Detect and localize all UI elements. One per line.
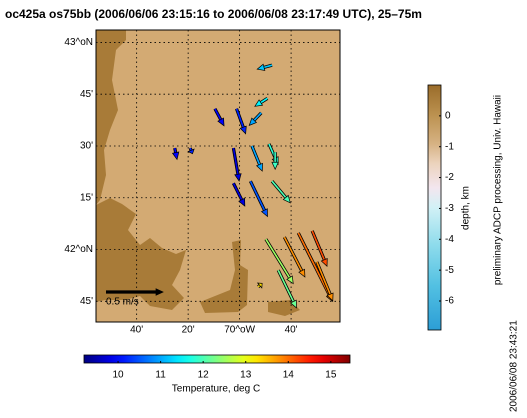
arrow-shaft <box>214 108 222 120</box>
depth-colorbar <box>427 84 442 331</box>
lon-tick-label: 70^oW <box>224 325 255 336</box>
colorbar-tick-label: 11 <box>155 370 166 381</box>
colorbar-tick-label: -3 <box>445 203 454 214</box>
lon-tick-label: 20' <box>182 325 195 336</box>
lat-tick-label: 30' <box>80 141 93 152</box>
arrow-head <box>238 197 246 207</box>
velocity-arrow <box>248 111 263 126</box>
velocity-arrow <box>256 282 263 289</box>
velocity-arrow <box>254 96 269 107</box>
arrow-head <box>217 117 225 127</box>
lon-tick-label: 40' <box>285 325 298 336</box>
arrow-shaft <box>297 232 331 296</box>
velocity-arrow <box>282 236 306 278</box>
arrow-head <box>171 151 180 161</box>
arrow-head <box>234 173 242 182</box>
arrow-head <box>271 161 279 171</box>
arrow-shaft <box>277 269 295 302</box>
arrow-head <box>239 125 247 135</box>
arrow-head <box>260 208 268 218</box>
velocity-arrow <box>310 230 328 267</box>
arrow-shaft <box>232 147 239 175</box>
grid <box>96 30 340 322</box>
colorbar-tick-label: -4 <box>445 234 454 245</box>
arrow-shaft <box>249 180 266 211</box>
temperature-label: Temperature, deg C <box>172 384 260 395</box>
arrow-shaft <box>232 182 243 201</box>
colorbar-tick-label: 15 <box>325 370 337 381</box>
arrow-shaft <box>283 236 303 272</box>
arrow-shaft <box>251 145 261 165</box>
colorbar-tick-label: -6 <box>445 296 454 307</box>
scale-arrow <box>106 288 164 296</box>
land-coast <box>96 30 126 205</box>
velocity-arrow <box>248 180 268 218</box>
temperature-colorbar <box>83 354 351 364</box>
arrow-shaft <box>311 230 326 261</box>
colorbar-tick-label: 10 <box>112 370 124 381</box>
arrow-head <box>282 194 291 204</box>
arrow-shaft <box>253 112 262 121</box>
lat-tick-label: 15' <box>80 192 93 203</box>
arrow-shaft <box>257 284 261 288</box>
arrow-shaft <box>260 97 268 104</box>
arrow-shaft <box>189 147 192 151</box>
arrow-shaft <box>235 108 245 128</box>
arrow-head <box>289 299 297 309</box>
velocity-arrow <box>213 107 225 127</box>
arrow-shaft <box>263 64 273 69</box>
lon-tick-label: 40' <box>130 325 143 336</box>
colorbar-tick-label: 0 <box>445 110 451 121</box>
colorbar-tick-label: 12 <box>198 370 210 381</box>
arrow-head <box>326 292 334 302</box>
velocity-arrow <box>235 108 247 135</box>
arrow-head <box>256 63 266 71</box>
timestamp: 2006/06/08 23:43:21 <box>509 320 520 412</box>
velocity-arrow <box>270 180 291 204</box>
credit: preliminary ADCP processing, Univ. Hawai… <box>493 95 504 285</box>
arrow-head <box>187 148 195 155</box>
colorbar-tick-label: -2 <box>445 172 454 183</box>
map-frame <box>95 29 341 323</box>
arrow-head <box>298 268 306 278</box>
arrow-shaft <box>265 238 291 279</box>
lat-tick-label: 45' <box>80 89 93 100</box>
colorbar-tick-label: 14 <box>283 370 295 381</box>
arrow-shaft <box>173 147 177 153</box>
velocity-arrow <box>171 147 180 161</box>
arrow-shaft <box>316 261 331 295</box>
velocity-arrow <box>231 147 242 182</box>
velocity-arrow <box>276 269 297 309</box>
lat-tick-label: 45' <box>80 296 93 307</box>
arrow-head <box>248 117 258 126</box>
velocity-arrow <box>256 63 273 71</box>
velocity-arrow <box>187 147 195 155</box>
velocity-arrow <box>315 261 334 302</box>
velocity-arrow <box>250 145 263 172</box>
velocity-arrow <box>232 182 246 207</box>
scale-label: 0.5 m/s <box>106 297 139 308</box>
land <box>96 30 300 316</box>
arrow-head <box>254 99 264 107</box>
colorbar-tick-label: 13 <box>240 370 252 381</box>
arrow-head <box>155 288 164 296</box>
arrow-head <box>320 257 328 267</box>
lat-tick-label: 43^oN <box>64 37 93 48</box>
velocity-arrow <box>271 152 279 171</box>
arrow-head <box>256 282 263 289</box>
colorbar-tick-label: -5 <box>445 265 454 276</box>
arrow-head <box>286 275 294 285</box>
land-island <box>200 240 248 313</box>
title: oc425a os75bb (2006/06/06 23:15:16 to 20… <box>5 7 422 21</box>
lat-tick-label: 42^oN <box>64 244 93 255</box>
arrow-shaft <box>271 180 287 198</box>
colorbar-tick-label: -1 <box>445 141 454 152</box>
land-cape <box>96 198 186 310</box>
arrows <box>171 63 334 309</box>
depth-label: depth, km <box>461 186 472 230</box>
arrow-head <box>255 162 263 172</box>
velocity-arrow <box>264 238 294 285</box>
